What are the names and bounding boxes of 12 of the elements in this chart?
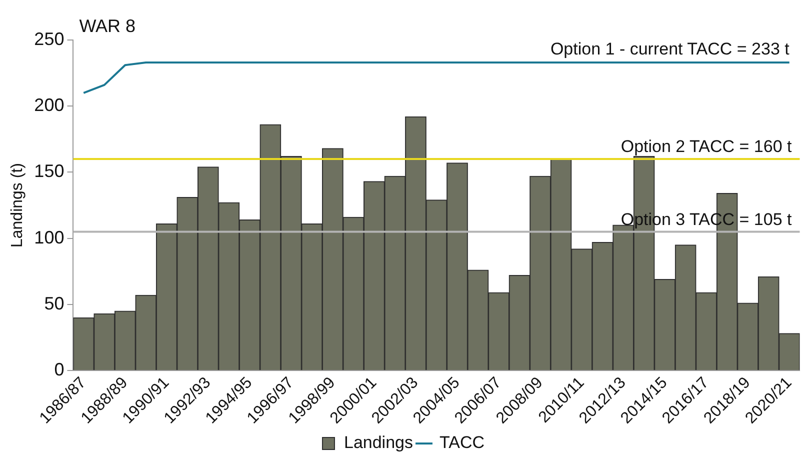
- chart-title: WAR 8: [79, 16, 136, 36]
- legend-label: TACC: [439, 433, 485, 452]
- y-tick-label: 250: [34, 28, 64, 49]
- y-tick-label: 50: [44, 293, 64, 314]
- y-tick-label: 150: [34, 161, 64, 182]
- y-tick-label: 100: [34, 227, 64, 248]
- y-axis-title: Landings (t): [9, 163, 26, 248]
- ref-line-label: Option 2 TACC = 160 t: [620, 137, 792, 156]
- y-tick-label: 0: [54, 359, 64, 380]
- annotation: Option 1 - current TACC = 233 t: [550, 40, 790, 59]
- legend-label: Landings: [344, 433, 414, 452]
- y-tick-label: 200: [34, 95, 64, 116]
